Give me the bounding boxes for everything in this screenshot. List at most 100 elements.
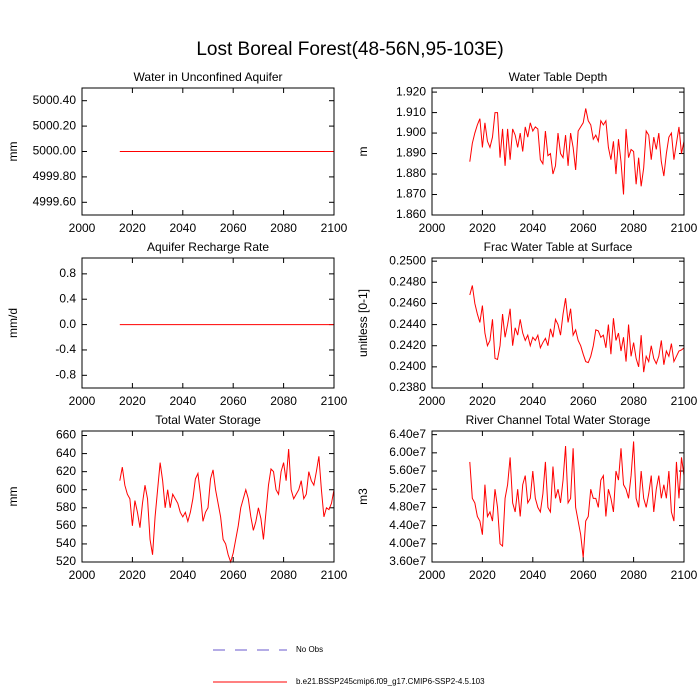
x-tick-label: 2080 bbox=[620, 394, 647, 408]
panel-title: Aquifer Recharge Rate bbox=[147, 240, 269, 254]
data-line bbox=[469, 441, 685, 558]
x-tick-label: 2100 bbox=[671, 394, 698, 408]
x-tick-label: 2060 bbox=[570, 568, 597, 582]
plot-frame bbox=[81, 257, 335, 389]
x-tick-label: 2060 bbox=[220, 394, 247, 408]
y-tick-label: 1.880 bbox=[396, 166, 426, 180]
y-tick-label: 660 bbox=[56, 428, 76, 442]
y-tick-label: 5000.00 bbox=[33, 144, 77, 158]
plot-frame bbox=[431, 430, 685, 563]
x-tick-label: 2020 bbox=[469, 568, 496, 582]
x-tick-label: 2060 bbox=[570, 221, 597, 235]
x-tick-label: 2000 bbox=[419, 394, 446, 408]
x-tick-label: 2020 bbox=[119, 221, 146, 235]
y-tick-label: 1.910 bbox=[396, 105, 426, 119]
y-tick-label: -0.8 bbox=[55, 367, 76, 381]
y-tick-label: 0.2480 bbox=[389, 274, 426, 288]
y-tick-label: 5000.20 bbox=[33, 118, 77, 132]
y-axis-label: m3 bbox=[356, 488, 370, 505]
x-tick-label: 2100 bbox=[321, 221, 348, 235]
y-tick-label: 620 bbox=[56, 464, 76, 478]
y-tick-label: 3.60e7 bbox=[389, 554, 426, 568]
x-tick-label: 2060 bbox=[570, 394, 597, 408]
x-tick-label: 2020 bbox=[469, 394, 496, 408]
x-tick-label: 2000 bbox=[69, 221, 96, 235]
y-tick-label: 1.900 bbox=[396, 125, 426, 139]
y-tick-label: 1.860 bbox=[396, 207, 426, 221]
y-tick-label: 6.00e7 bbox=[389, 445, 426, 459]
y-tick-label: 4999.80 bbox=[33, 169, 77, 183]
x-tick-label: 2000 bbox=[69, 394, 96, 408]
panel: Aquifer Recharge Rate mm/d 2000 2020 2040 206… bbox=[6, 240, 347, 408]
y-tick-label: 0.2420 bbox=[389, 338, 426, 352]
x-tick-label: 2040 bbox=[169, 394, 196, 408]
x-tick-label: 2080 bbox=[270, 568, 297, 582]
panel-title: River Channel Total Water Storage bbox=[466, 413, 651, 427]
panel-title: Water in Unconfined Aquifer bbox=[134, 70, 283, 84]
x-tick-label: 2040 bbox=[519, 394, 546, 408]
x-tick-label: 2060 bbox=[220, 221, 247, 235]
y-tick-label: 4.00e7 bbox=[389, 536, 426, 550]
y-tick-label: 560 bbox=[56, 518, 76, 532]
y-tick-label: 6.40e7 bbox=[389, 427, 426, 441]
x-tick-label: 2000 bbox=[419, 221, 446, 235]
x-tick-label: 2020 bbox=[119, 568, 146, 582]
y-tick-label: 0.2380 bbox=[389, 380, 426, 394]
y-tick-label: 0.2500 bbox=[389, 253, 426, 267]
y-tick-label: 0.0 bbox=[59, 317, 76, 331]
x-tick-label: 2080 bbox=[620, 568, 647, 582]
x-tick-label: 2100 bbox=[321, 394, 348, 408]
x-tick-label: 2100 bbox=[671, 568, 698, 582]
x-tick-label: 2020 bbox=[469, 221, 496, 235]
x-tick-label: 2040 bbox=[519, 221, 546, 235]
plot-frame bbox=[431, 257, 685, 389]
legend-label: b.e21.BSSP245cmip6.f09_g17.CMIP6-SSP2-4.… bbox=[296, 677, 485, 686]
x-tick-label: 2080 bbox=[270, 221, 297, 235]
y-axis-label: unitless [0-1] bbox=[356, 289, 370, 357]
panel: Water Table Depth m 2000 2020 2040 2060 2080 21… bbox=[356, 70, 697, 235]
y-tick-label: 640 bbox=[56, 446, 76, 460]
panel-title: Frac Water Table at Surface bbox=[484, 240, 633, 254]
y-axis-label: mm bbox=[6, 487, 20, 507]
panel-title: Total Water Storage bbox=[155, 413, 261, 427]
y-tick-label: 5.20e7 bbox=[389, 481, 426, 495]
plot-frame bbox=[431, 87, 685, 216]
plot-frame bbox=[81, 87, 335, 216]
y-tick-label: 1.870 bbox=[396, 187, 426, 201]
plot-frame bbox=[81, 430, 335, 563]
y-tick-label: 520 bbox=[56, 554, 76, 568]
y-tick-label: 4.80e7 bbox=[389, 500, 426, 514]
x-tick-label: 2080 bbox=[620, 221, 647, 235]
x-tick-label: 2040 bbox=[519, 568, 546, 582]
panel: Frac Water Table at Surface unitless [0-1… bbox=[356, 240, 697, 408]
x-tick-label: 2040 bbox=[169, 568, 196, 582]
x-tick-label: 2060 bbox=[220, 568, 247, 582]
y-tick-label: 5.60e7 bbox=[389, 463, 426, 477]
x-tick-label: 2000 bbox=[69, 568, 96, 582]
y-tick-label: 4999.60 bbox=[33, 194, 77, 208]
y-tick-label: 1.890 bbox=[396, 146, 426, 160]
x-tick-label: 2100 bbox=[671, 221, 698, 235]
y-tick-label: 540 bbox=[56, 536, 76, 550]
data-line bbox=[469, 108, 685, 195]
x-tick-label: 2100 bbox=[321, 568, 348, 582]
y-tick-label: -0.4 bbox=[55, 342, 76, 356]
y-axis-label: mm bbox=[6, 142, 20, 162]
y-tick-label: 0.4 bbox=[59, 291, 76, 305]
y-tick-label: 580 bbox=[56, 500, 76, 514]
y-tick-label: 5000.40 bbox=[33, 93, 77, 107]
y-tick-label: 0.2440 bbox=[389, 317, 426, 331]
data-line bbox=[469, 285, 685, 373]
x-tick-label: 2020 bbox=[119, 394, 146, 408]
figure-title: Lost Boreal Forest(48-56N,95-103E) bbox=[196, 39, 503, 60]
y-axis-label: m bbox=[356, 147, 370, 157]
y-axis-label: mm/d bbox=[6, 308, 20, 338]
y-tick-label: 4.40e7 bbox=[389, 518, 426, 532]
y-tick-label: 0.2460 bbox=[389, 296, 426, 310]
panel: Total Water Storage mm 2000 2020 2040 2060 208… bbox=[6, 413, 347, 582]
data-line bbox=[119, 449, 335, 564]
x-tick-label: 2040 bbox=[169, 221, 196, 235]
legend-label: No Obs bbox=[296, 645, 323, 654]
panel: River Channel Total Water Storage m3 2000 2… bbox=[356, 413, 697, 582]
